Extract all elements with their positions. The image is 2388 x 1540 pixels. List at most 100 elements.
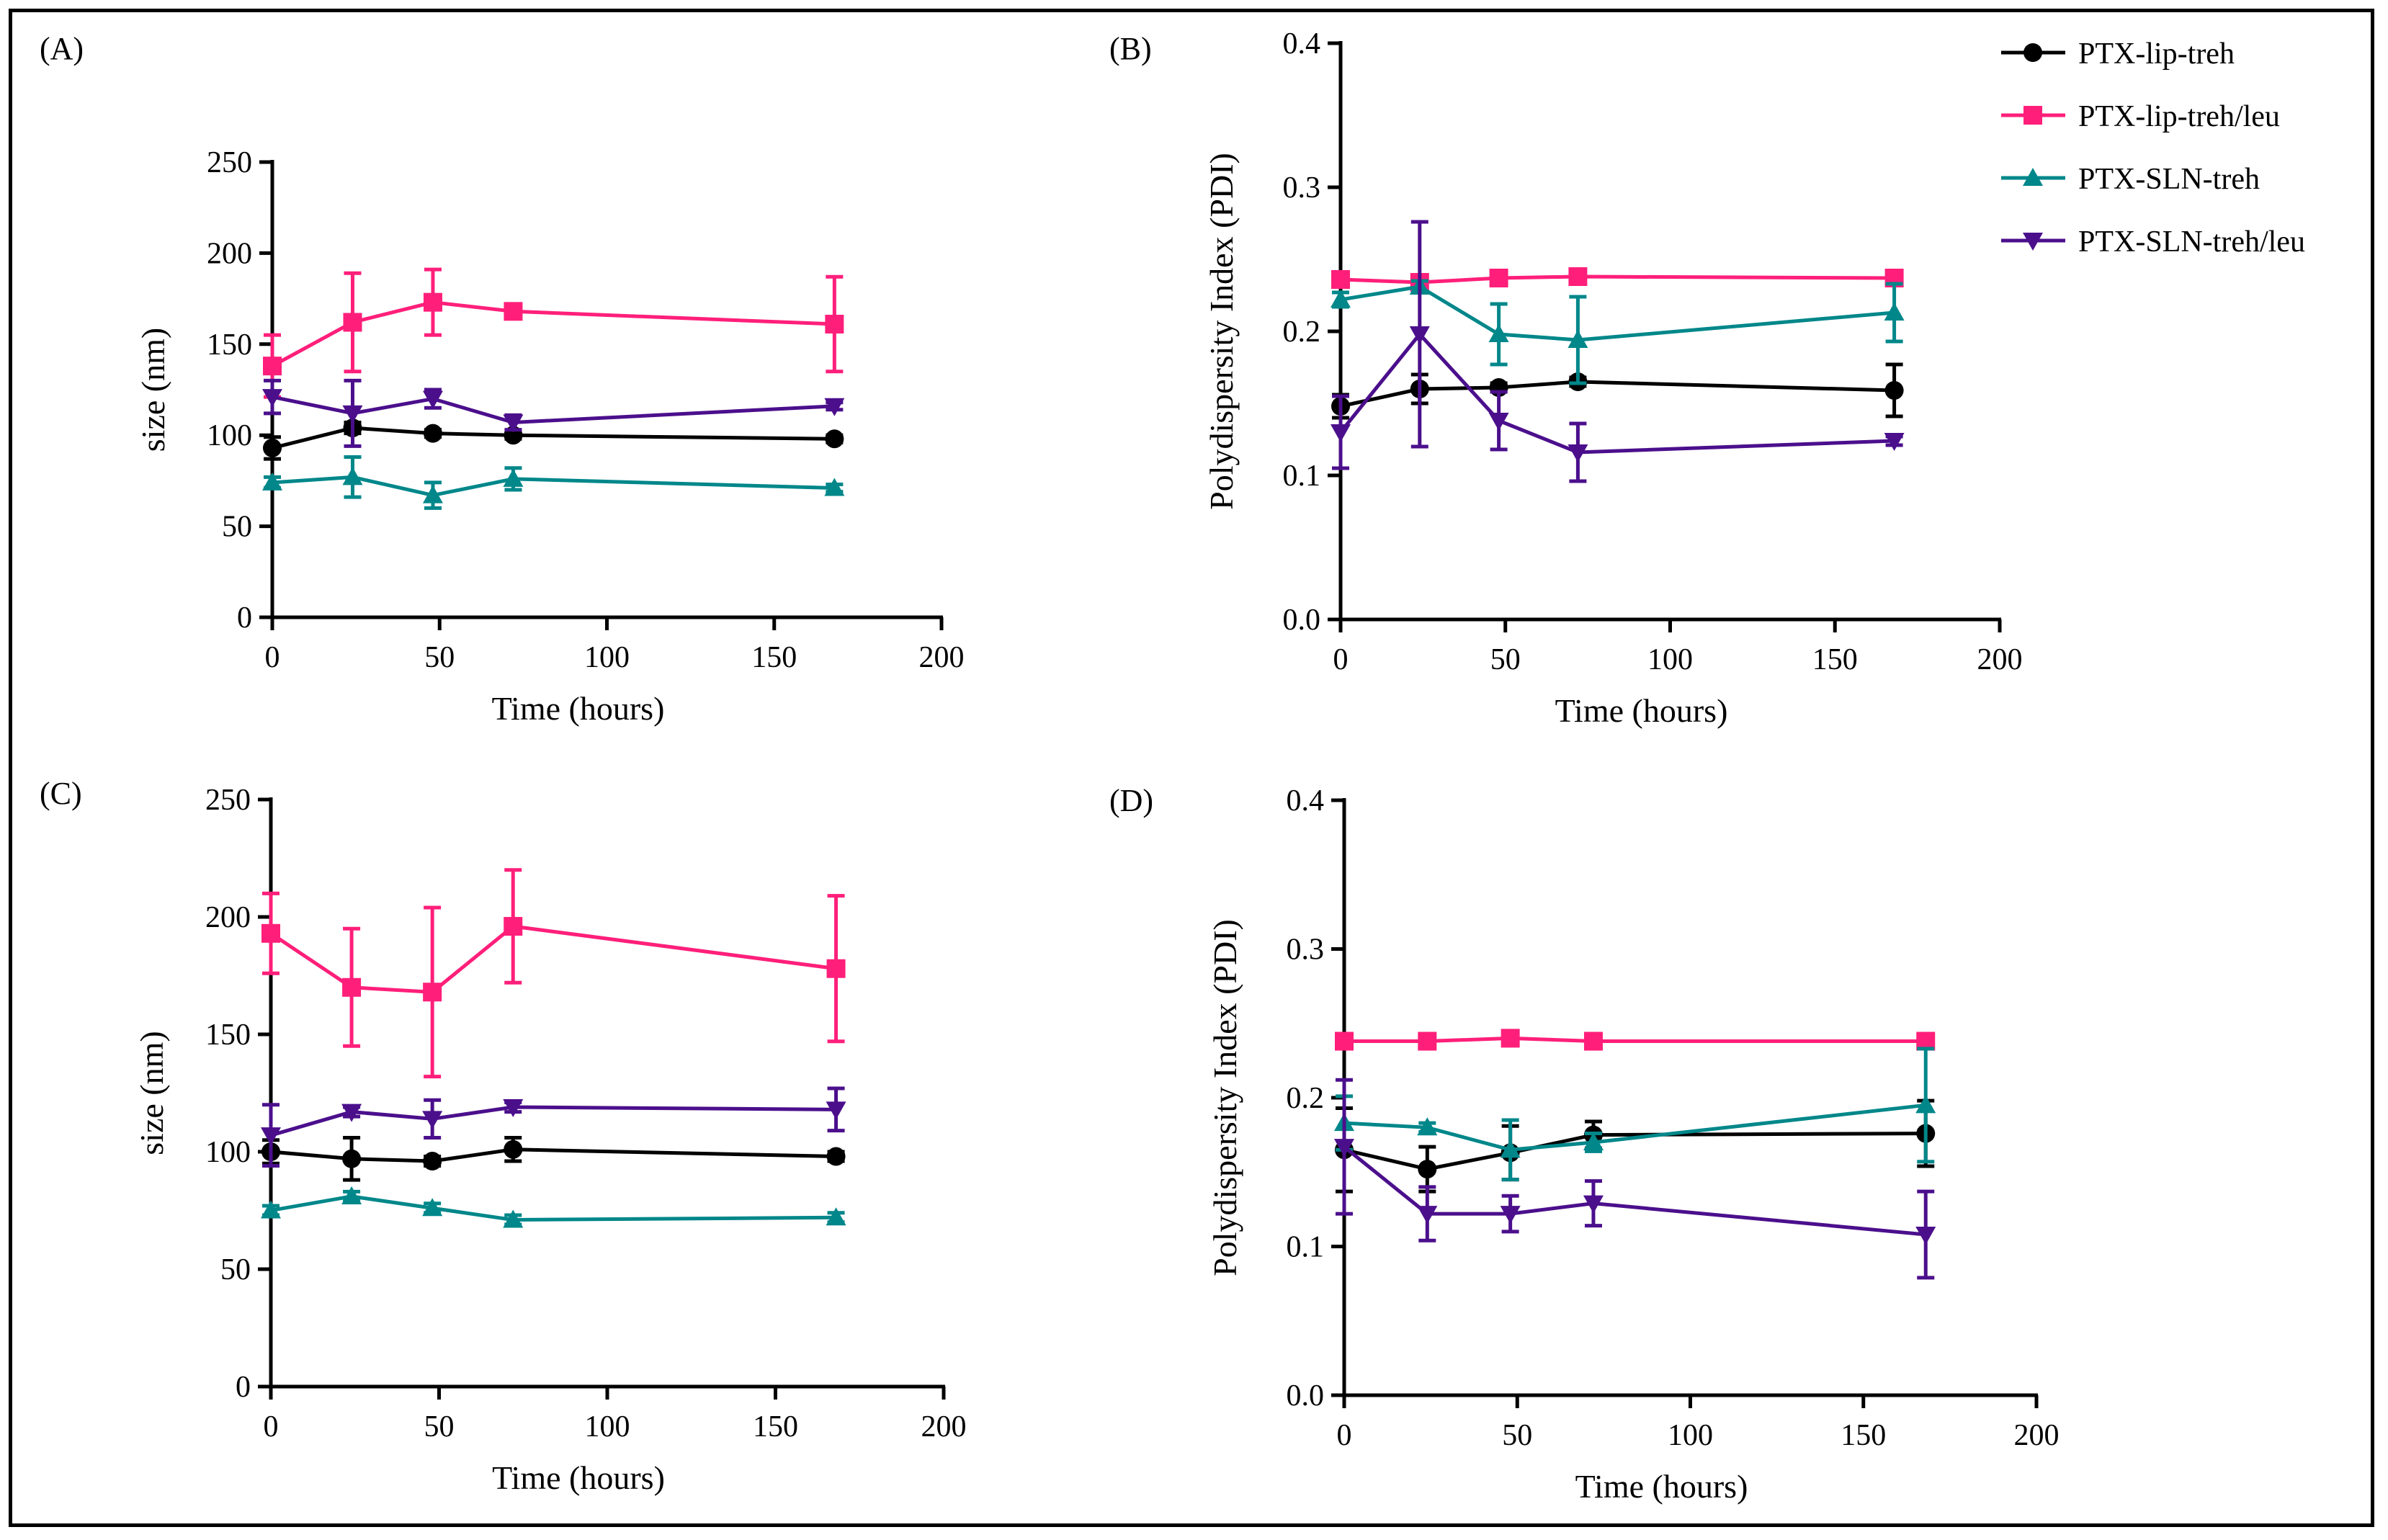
y-tick-label: 0.1 <box>1287 1231 1325 1264</box>
y-tick-label: 0.2 <box>1287 1082 1325 1115</box>
data-point <box>1884 381 1904 400</box>
data-point <box>2023 233 2043 251</box>
data-point <box>1417 1117 1438 1136</box>
y-tick-label: 250 <box>207 146 252 179</box>
chart-panels: (A) 0 50 100 150 200 250 0 50 100 150 200 Time (hour… <box>40 27 2060 1505</box>
x-tick-label: 150 <box>751 641 797 674</box>
y-axis-title: size (nm) <box>135 328 171 452</box>
legend-item: PTX-SLN-treh/leu <box>2001 225 2305 259</box>
figure-frame <box>9 9 2374 1527</box>
y-tick-label: 200 <box>205 901 251 934</box>
x-tick-label: 200 <box>2014 1419 2060 1452</box>
data-point <box>1501 1029 1520 1048</box>
x-tick-label: 50 <box>1502 1419 1532 1452</box>
data-point <box>1418 1031 1437 1051</box>
y-tick-label: 0.1 <box>1283 460 1321 493</box>
data-point <box>263 357 282 376</box>
y-tick-label: 50 <box>222 511 252 544</box>
data-point <box>826 1147 846 1166</box>
data-point <box>503 468 524 487</box>
data-point <box>824 478 845 496</box>
x-tick-label: 150 <box>1841 1419 1886 1452</box>
data-point <box>1568 330 1588 348</box>
legend-item: PTX-SLN-treh <box>2001 163 2260 196</box>
series-ptx-sln-treh <box>261 1186 846 1228</box>
data-point <box>1915 1226 1936 1245</box>
series-ptx-lip-treh-leu <box>261 868 846 1079</box>
legend-label: PTX-SLN-treh <box>2078 163 2260 196</box>
y-tick-label: 100 <box>207 419 252 452</box>
panel-label: (B) <box>1109 31 1152 66</box>
series-line <box>271 300 835 368</box>
data-point <box>261 923 280 943</box>
series-ptx-sln-treh-leu <box>262 378 845 448</box>
series-ptx-lip-treh <box>263 418 844 461</box>
data-point <box>422 1198 443 1217</box>
data-point <box>1331 290 1351 308</box>
data-point <box>826 1101 846 1120</box>
x-tick-label: 100 <box>1647 643 1693 676</box>
data-point <box>261 1127 281 1146</box>
legend-label: PTX-lip-treh <box>2078 37 2235 71</box>
legend-item: PTX-lip-treh <box>2001 37 2235 71</box>
series-ptx-lip-treh <box>1331 362 1904 420</box>
x-tick-label: 50 <box>424 641 455 674</box>
data-point <box>2023 43 2042 62</box>
data-point <box>1884 433 1905 451</box>
series-ptx-sln-treh-leu <box>1334 1078 1936 1280</box>
data-point <box>1334 1139 1354 1158</box>
series-ptx-sln-treh <box>262 455 845 510</box>
data-point <box>1489 269 1508 287</box>
panel-label: (C) <box>40 776 82 811</box>
data-point <box>261 1200 281 1219</box>
y-tick-label: 150 <box>205 1019 251 1052</box>
data-point <box>504 1140 523 1159</box>
x-tick-label: 200 <box>919 641 965 674</box>
data-point <box>1568 444 1588 462</box>
data-point <box>341 1186 362 1204</box>
x-tick-label: 0 <box>264 1410 279 1443</box>
y-tick-label: 100 <box>205 1136 251 1169</box>
data-point <box>2023 168 2043 186</box>
legend-label: PTX-SLN-treh/leu <box>2078 225 2305 259</box>
x-tick-label: 100 <box>1668 1419 1713 1452</box>
y-tick-label: 0.0 <box>1287 1379 1325 1413</box>
data-point <box>1418 1160 1437 1179</box>
data-point <box>503 414 524 433</box>
y-tick-label: 0 <box>236 1371 251 1404</box>
data-point <box>1583 1195 1604 1214</box>
data-point <box>825 314 844 333</box>
chart-panel-a: (A) 0 50 100 150 200 250 0 50 100 150 200 Time (hour… <box>40 31 965 727</box>
series-ptx-sln-treh <box>1331 277 1905 385</box>
data-point <box>1335 1031 1354 1051</box>
data-point <box>423 424 442 443</box>
legend-label: PTX-lip-treh/leu <box>2078 100 2280 133</box>
x-tick-label: 100 <box>584 641 630 674</box>
series-ptx-sln-treh <box>1334 1047 1936 1182</box>
y-tick-label: 50 <box>220 1253 251 1286</box>
data-point <box>826 1207 846 1226</box>
data-point <box>263 438 282 457</box>
data-point <box>342 1149 362 1168</box>
chart-panel-c: (C) 0 50 100 150 200 250 0 50 100 150 200 Time (hour… <box>40 776 967 1496</box>
chart-panel-b: (B) 0.0 0.1 0.2 0.3 0.4 0 50 100 150 200 Time (hour… <box>1109 27 2023 729</box>
data-point <box>503 1099 524 1118</box>
x-axis-title: Time (hours) <box>1555 692 1728 729</box>
data-point <box>342 405 363 424</box>
data-point <box>1488 413 1509 431</box>
x-tick-label: 100 <box>585 1410 630 1443</box>
data-point <box>343 313 362 332</box>
y-tick-label: 250 <box>205 784 251 817</box>
data-point <box>341 1103 362 1122</box>
y-tick-label: 0.3 <box>1283 171 1321 205</box>
data-point <box>1331 424 1351 442</box>
data-point <box>423 292 442 312</box>
data-point <box>1915 1095 1936 1114</box>
data-point <box>824 398 845 416</box>
y-axis-title: size (nm) <box>133 1031 170 1155</box>
x-tick-label: 200 <box>921 1410 967 1443</box>
data-point <box>422 485 443 503</box>
data-point <box>504 917 523 936</box>
chart-panel-d: (D) 0.0 0.1 0.2 0.3 0.4 0 50 100 150 200 Time (hour… <box>1109 783 2060 1505</box>
